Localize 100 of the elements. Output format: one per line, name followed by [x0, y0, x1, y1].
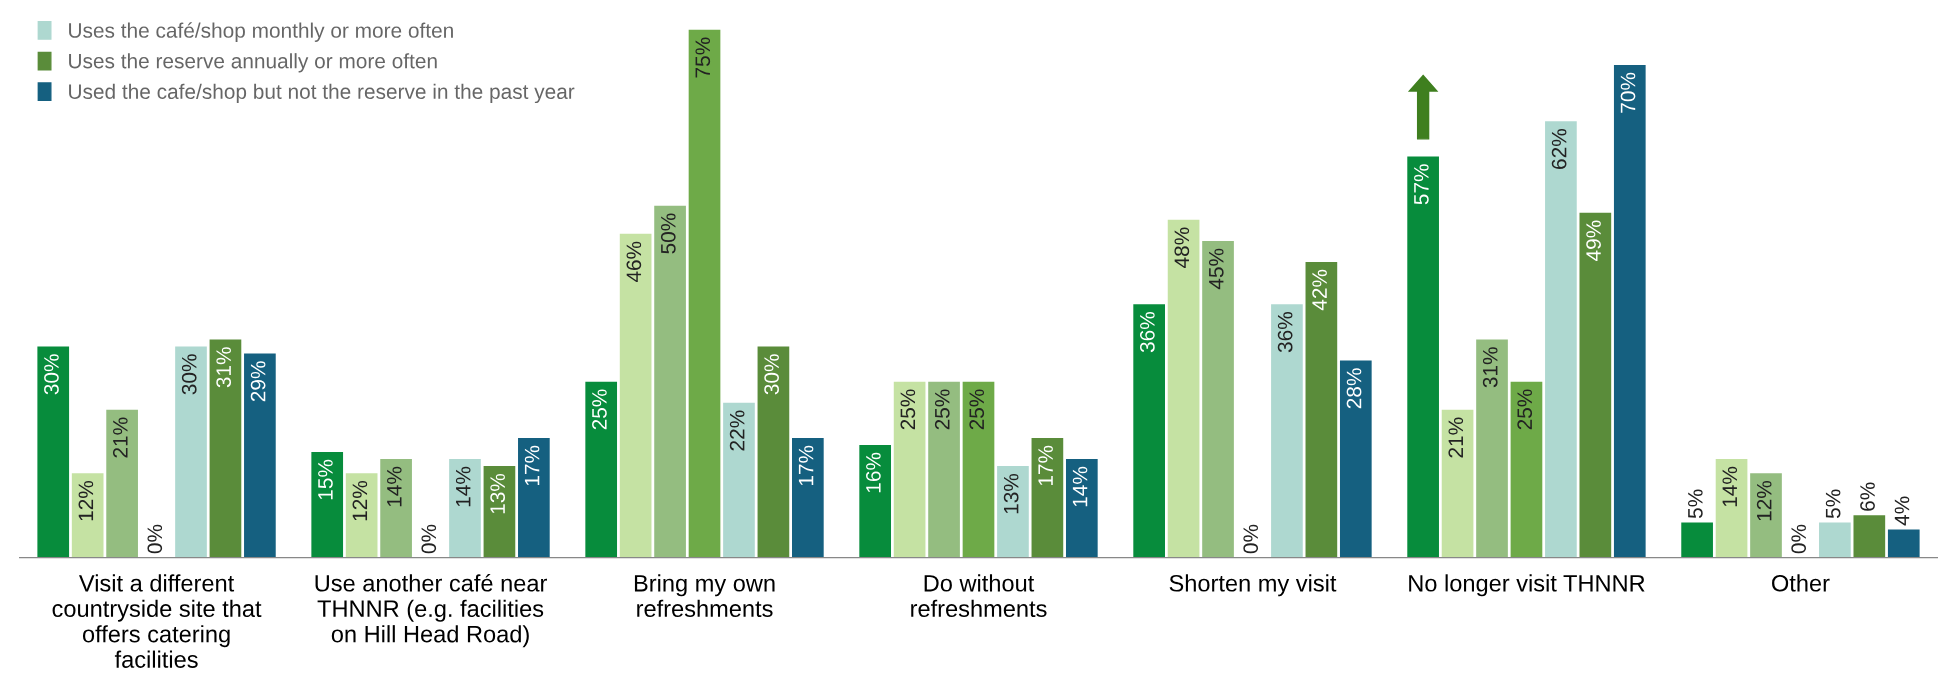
bar [209, 339, 242, 558]
data-label: 14% [455, 466, 471, 507]
data-label: 6% [1860, 482, 1875, 511]
bar [1579, 212, 1612, 558]
data-label: 17% [524, 445, 540, 486]
bar [483, 466, 516, 558]
bar [723, 402, 755, 558]
bar [106, 409, 138, 558]
data-label: 30% [764, 354, 779, 395]
data-label: 29% [250, 361, 266, 402]
data-label: 42% [1312, 269, 1327, 311]
data-label: 57% [1414, 164, 1429, 205]
legend-label: Uses the café/shop monthly or more often [69, 22, 453, 42]
bar [1715, 459, 1748, 558]
data-label: 5% [1825, 489, 1841, 519]
bar [893, 381, 926, 558]
legend-label: Used the cafe/shop but not the reserve in the past year [69, 83, 575, 104]
bar [1476, 339, 1508, 558]
bar [244, 353, 276, 558]
bar [1819, 522, 1851, 558]
bar [654, 205, 686, 558]
data-label: 14% [387, 466, 402, 507]
bar [859, 445, 892, 558]
bar [1305, 262, 1338, 558]
data-label: 17% [798, 445, 814, 486]
data-label: 25% [934, 389, 950, 430]
bar [1339, 360, 1372, 558]
data-label: 25% [969, 389, 985, 430]
bar [1202, 240, 1234, 558]
bar [1510, 381, 1543, 558]
data-label: 31% [216, 347, 232, 388]
data-label: 12% [1756, 480, 1772, 521]
bar [619, 233, 652, 558]
bar [518, 437, 550, 558]
x-tick-label: Bring my own refreshments [634, 574, 775, 618]
data-label: 36% [1277, 312, 1293, 353]
x-tick-label: Shorten my visit [1169, 574, 1337, 597]
data-label: 22% [729, 410, 745, 451]
data-label: 70% [1620, 72, 1636, 113]
data-label: 14% [1072, 466, 1088, 507]
bar [997, 466, 1029, 558]
bar [175, 346, 207, 558]
x-tick-label: Other [1772, 574, 1830, 592]
x-tick-label: Visit a different countryside site that offers catering facilities [52, 574, 262, 668]
data-label: 48% [1174, 227, 1190, 269]
data-label: 36% [1139, 312, 1155, 353]
data-label: 28% [1346, 368, 1362, 409]
bar [1887, 529, 1920, 558]
bar [71, 473, 104, 558]
x-tick-label: No longer visit THNNR [1409, 574, 1645, 597]
data-label: 5% [1688, 489, 1703, 519]
bar [449, 459, 481, 558]
data-label: 0% [1791, 524, 1807, 554]
bar [1407, 156, 1439, 558]
bar [1441, 409, 1474, 558]
bar [1613, 64, 1646, 558]
bar [1681, 522, 1713, 558]
bar [1031, 437, 1064, 558]
data-label: 15% [318, 459, 333, 500]
data-label: 75% [695, 37, 711, 78]
data-label: 46% [626, 241, 642, 283]
data-label: 25% [1517, 389, 1533, 430]
bar [1750, 473, 1782, 558]
bar [311, 452, 344, 558]
data-label: 49% [1586, 220, 1601, 262]
bar [792, 437, 824, 558]
data-label: 0% [1243, 524, 1259, 554]
bar [688, 29, 721, 558]
data-label: 13% [1003, 473, 1019, 514]
data-label: 14% [1722, 466, 1738, 507]
data-label: 17% [1038, 445, 1053, 486]
data-label: 16% [866, 452, 881, 493]
data-label: 12% [78, 480, 94, 521]
data-label: 21% [112, 417, 128, 458]
data-label: 62% [1551, 129, 1567, 169]
data-label: 25% [592, 389, 607, 430]
data-label: 50% [660, 213, 676, 254]
data-label: 0% [147, 524, 163, 554]
bar [757, 346, 790, 558]
bar [1545, 121, 1577, 558]
legend-label: Uses the reserve annually or more often [69, 53, 437, 73]
data-label: 31% [1482, 347, 1498, 388]
x-tick-label: Do without refreshments [911, 574, 1047, 618]
data-label: 25% [900, 389, 916, 430]
data-label: 21% [1448, 417, 1464, 458]
data-label: 12% [352, 480, 368, 521]
data-label: 45% [1208, 248, 1224, 290]
bar [1853, 515, 1886, 558]
data-label: 0% [421, 524, 437, 554]
bar [380, 459, 412, 558]
data-label: 30% [181, 354, 197, 395]
bar [1133, 304, 1165, 558]
x-tick-label: Use another café near THNNR (e.g. facilities on Hill Head Road) [315, 573, 547, 648]
bar [345, 473, 378, 558]
bar [962, 381, 995, 558]
bar [37, 346, 70, 558]
bar [585, 381, 618, 558]
bar [928, 381, 960, 558]
bar [1065, 459, 1098, 558]
bar [1167, 219, 1200, 558]
